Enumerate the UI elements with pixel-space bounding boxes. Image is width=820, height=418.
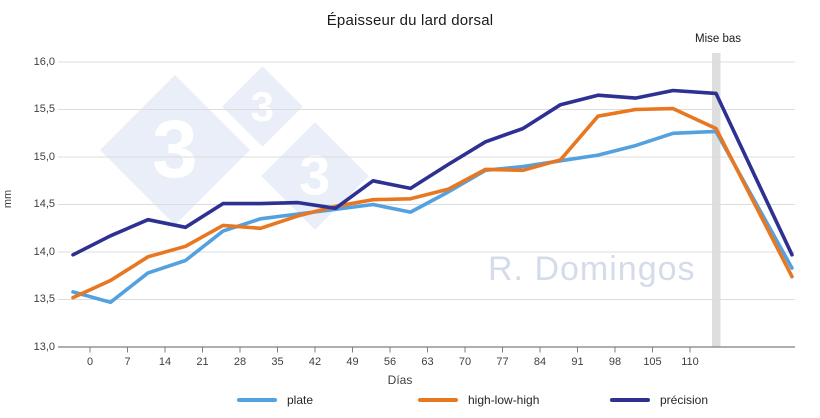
- legend-swatch-plate: [237, 397, 277, 403]
- legend-swatch-precision: [610, 397, 650, 403]
- x-tick-label: 0: [86, 356, 94, 368]
- x-tick-label: 7: [124, 356, 131, 368]
- legend-label-high-low-high: high-low-high: [468, 393, 540, 407]
- x-tick-label: 77: [496, 356, 509, 368]
- y-tick-label: 15,5: [33, 103, 55, 115]
- watermark-text: R. Domingos: [488, 250, 696, 288]
- series-line-plate: [71, 129, 794, 305]
- legend-item-high-low-high: high-low-high: [418, 392, 539, 408]
- x-tick-label: 28: [233, 356, 247, 368]
- y-tick-label: 16,0: [33, 55, 55, 68]
- y-tick-label: 14,5: [33, 198, 55, 210]
- x-tick-label: 35: [271, 356, 284, 368]
- legend-item-precision: précision: [610, 392, 708, 408]
- x-axis-label: Días: [387, 373, 413, 387]
- x-tick-label: 110: [681, 356, 699, 368]
- y-tick-label: 13,5: [33, 293, 55, 305]
- x-tick-label: 14: [158, 356, 172, 368]
- chart-title: Épaisseur du lard dorsal: [326, 12, 494, 29]
- series-line-précision: [71, 88, 794, 257]
- annotation-mise-bas: Mise bas: [694, 33, 742, 45]
- x-tick-label: 42: [308, 356, 322, 368]
- legend-label-precision: précision: [660, 393, 709, 407]
- y-tick-label: 15,0: [33, 150, 55, 163]
- series-line-high-low-high: [71, 106, 794, 300]
- y-tick-label: 13,0: [33, 340, 55, 353]
- y-tick-label: 14,0: [33, 245, 55, 258]
- x-tick-label: 91: [571, 356, 584, 368]
- x-tick-label: 49: [346, 356, 359, 368]
- x-tick-label: 84: [533, 356, 547, 368]
- x-tick-label: 21: [196, 356, 209, 368]
- legend-swatch-high-low-high: [418, 397, 458, 403]
- farrowing-period-bar: [712, 53, 721, 347]
- legend-label-plate: plate: [287, 393, 314, 407]
- x-tick-label: 56: [383, 356, 397, 368]
- x-tick-label: 105: [643, 356, 662, 368]
- x-tick-label: 63: [421, 356, 434, 368]
- x-tick-label: 98: [608, 356, 622, 368]
- legend-item-plate: plate: [237, 392, 313, 408]
- x-tick-label: 70: [458, 356, 472, 368]
